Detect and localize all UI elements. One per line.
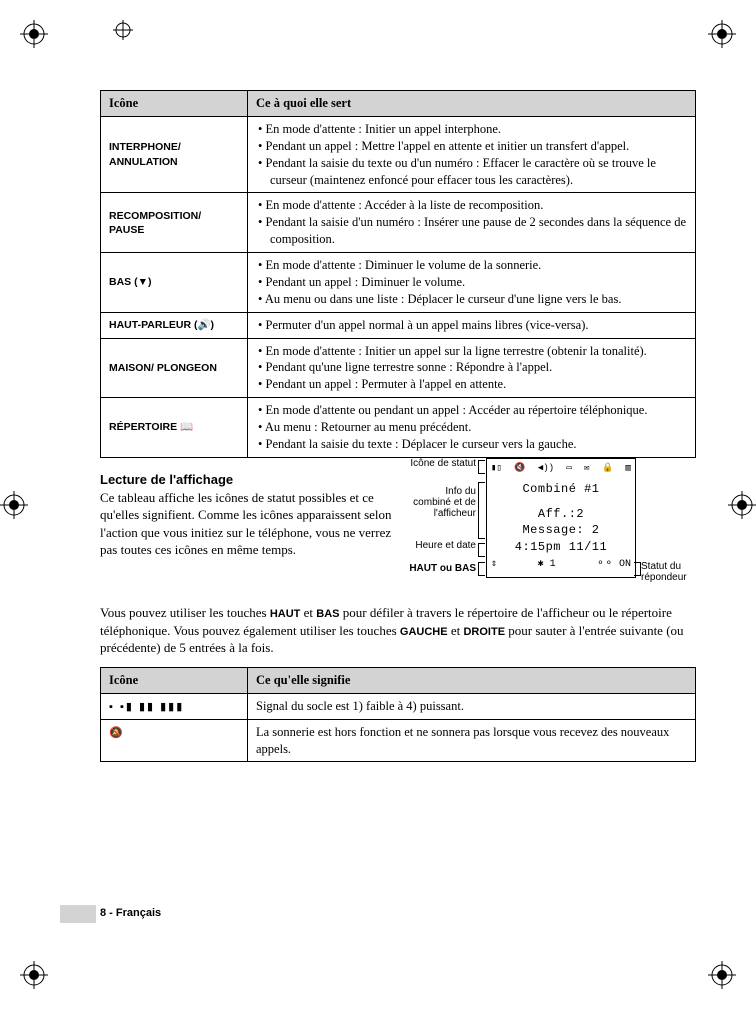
- table-header-row: Icône Ce à quoi elle sert: [101, 91, 696, 117]
- battery-icon: ▥: [626, 463, 631, 477]
- footer-tab: [60, 905, 96, 923]
- signal-icon: ▮▯: [491, 463, 502, 477]
- table-header-row: Icône Ce qu'elle signifie: [101, 667, 696, 693]
- icon-meaning: La sonnerie est hors fonction et ne sonn…: [248, 719, 696, 762]
- crop-mark-icon: [0, 491, 28, 519]
- icon-description: Permuter d'un appel normal à un appel ma…: [248, 312, 696, 338]
- bracket-icon: [478, 460, 485, 474]
- handset-screen: ▮▯ 🔇 ◀)) ▭ ✉ 🔒 ▥ Combiné #1 Aff.:2 Messa…: [486, 458, 636, 578]
- icon-description: En mode d'attente : Accéder à la liste d…: [248, 193, 696, 253]
- list-item: Pendant la saisie d'un numéro : Insérer …: [270, 214, 687, 248]
- table-header: Ce qu'elle signifie: [248, 667, 696, 693]
- icon-label: RÉPERTOIRE 📖: [101, 398, 248, 458]
- crop-mark-icon: [708, 961, 736, 989]
- page: Icône Ce à quoi elle sert INTERPHONE/ AN…: [0, 0, 756, 1009]
- table-header: Icône: [101, 667, 248, 693]
- screen-line: Message: 2: [491, 522, 631, 539]
- icon-description: En mode d'attente ou pendant un appel : …: [248, 398, 696, 458]
- envelope-icon: ✉: [584, 463, 589, 477]
- list-item: Pendant un appel : Permuter à l'appel en…: [270, 376, 687, 393]
- updown-icon: ⇕: [491, 558, 497, 570]
- screen-line: 4:15pm 11/11: [491, 539, 631, 556]
- icon-label: BAS (▼): [101, 253, 248, 313]
- icon-meaning: Signal du socle est 1) faible à 4) puiss…: [248, 693, 696, 719]
- screen-diagram: Icône de statut Info du combiné et de l'…: [406, 458, 696, 598]
- table-row: RÉPERTOIRE 📖 En mode d'attente ou pendant…: [101, 398, 696, 458]
- icon-cell: ▪ ▪▮ ▮▮ ▮▮▮: [101, 693, 248, 719]
- icon-label: INTERPHONE/ ANNULATION: [101, 116, 248, 193]
- crop-mark-icon: [113, 20, 133, 40]
- lock-icon: 🔒: [602, 463, 613, 477]
- callout-status: Icône de statut: [406, 458, 476, 469]
- table-row: ▪ ▪▮ ▮▮ ▮▮▮ Signal du socle est 1) faible…: [101, 693, 696, 719]
- callout-handset: Info du combiné et de l'afficheur: [406, 486, 476, 519]
- list-item: Pendant la saisie du texte ou d'un numér…: [270, 155, 687, 189]
- table-row: INTERPHONE/ ANNULATION En mode d'attente …: [101, 116, 696, 193]
- callout-updown: HAUT ou BAS: [406, 563, 476, 574]
- list-item: Pendant la saisie du texte : Déplacer le…: [270, 436, 687, 453]
- bt-number: 1: [550, 559, 556, 570]
- voicemail-status: ⚬⚬ ON: [596, 558, 631, 570]
- bluetooth-icon: ✱: [538, 559, 544, 570]
- screen-line: Aff.:2: [491, 506, 631, 523]
- table-row: MAISON/ PLONGEON En mode d'attente : Init…: [101, 338, 696, 398]
- bracket-icon: [478, 543, 485, 557]
- crop-mark-icon: [708, 20, 736, 48]
- list-item: Pendant un appel : Mettre l'appel en att…: [270, 138, 687, 155]
- table-row: 🔕 La sonnerie est hors fonction et ne son…: [101, 719, 696, 762]
- page-footer: 8 - Français: [100, 907, 161, 919]
- body-text-2: Vous pouvez utiliser les touches HAUT et…: [100, 604, 696, 657]
- mute-icon: 🔇: [514, 463, 525, 477]
- battery-icon: ▭: [566, 463, 571, 477]
- bracket-icon: [478, 482, 485, 539]
- list-item: Pendant un appel : Diminuer le volume.: [270, 274, 687, 291]
- screen-bottom-row: ⇕ ✱ 1 ⚬⚬ ON: [491, 558, 631, 570]
- crop-mark-icon: [728, 491, 756, 519]
- section-heading: Lecture de l'affichage: [100, 472, 394, 487]
- icon-glyph: ▪ ▪▮ ▮▮ ▮▮▮: [109, 701, 184, 713]
- screen-status-icons: ▮▯ 🔇 ◀)) ▭ ✉ 🔒 ▥: [491, 463, 631, 477]
- bracket-icon: [478, 562, 485, 576]
- display-section: Lecture de l'affichage Ce tableau affich…: [100, 458, 696, 598]
- table-row: BAS (▼) En mode d'attente : Diminuer le v…: [101, 253, 696, 313]
- icon-label: MAISON/ PLONGEON: [101, 338, 248, 398]
- table-row: RECOMPOSITION/ PAUSE En mode d'attente : …: [101, 193, 696, 253]
- icon-glyph: 🔕: [109, 727, 125, 739]
- list-item: En mode d'attente ou pendant un appel : …: [270, 402, 687, 419]
- list-item: En mode d'attente : Accéder à la liste d…: [270, 197, 687, 214]
- table-row: HAUT-PARLEUR (🔊) Permuter d'un appel norm…: [101, 312, 696, 338]
- table-header: Ce à quoi elle sert: [248, 91, 696, 117]
- list-item: Au menu ou dans une liste : Déplacer le …: [270, 291, 687, 308]
- callout-time: Heure et date: [406, 540, 476, 551]
- icon-description: En mode d'attente : Initier un appel sur…: [248, 338, 696, 398]
- icon-meaning-table: Icône Ce qu'elle signifie ▪ ▪▮ ▮▮ ▮▮▮ Sig…: [100, 667, 696, 763]
- crop-mark-icon: [20, 20, 48, 48]
- crop-mark-icon: [20, 961, 48, 989]
- list-item: En mode d'attente : Diminuer le volume d…: [270, 257, 687, 274]
- screen-line: Combiné #1: [491, 481, 631, 498]
- body-text: Ce tableau affiche les icônes de statut …: [100, 489, 394, 559]
- icon-function-table: Icône Ce à quoi elle sert INTERPHONE/ AN…: [100, 90, 696, 458]
- icon-label: RECOMPOSITION/ PAUSE: [101, 193, 248, 253]
- icon-description: En mode d'attente : Diminuer le volume d…: [248, 253, 696, 313]
- table-header: Icône: [101, 91, 248, 117]
- callout-answerer: Statut du répondeur: [641, 561, 696, 583]
- icon-cell: 🔕: [101, 719, 248, 762]
- list-item: Permuter d'un appel normal à un appel ma…: [270, 317, 687, 334]
- list-item: En mode d'attente : Initier un appel int…: [270, 121, 687, 138]
- speaker-icon: ◀)): [538, 463, 554, 477]
- list-item: Au menu : Retourner au menu précédent.: [270, 419, 687, 436]
- list-item: En mode d'attente : Initier un appel sur…: [270, 343, 687, 360]
- icon-description: En mode d'attente : Initier un appel int…: [248, 116, 696, 193]
- icon-label: HAUT-PARLEUR (🔊): [101, 312, 248, 338]
- list-item: Pendant qu'une ligne terrestre sonne : R…: [270, 359, 687, 376]
